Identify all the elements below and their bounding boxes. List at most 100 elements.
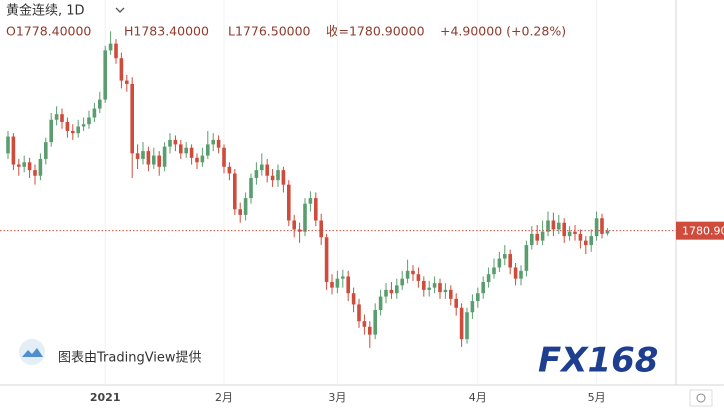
candle-body [81, 124, 86, 127]
candle-body [249, 177, 253, 199]
candle-body [492, 267, 496, 275]
candle-body [276, 170, 280, 181]
candle-body [395, 285, 399, 294]
candle-body [584, 240, 588, 246]
candle-body [384, 289, 388, 297]
candle-body [567, 231, 572, 237]
candle-body [600, 218, 604, 234]
candle-body [594, 218, 599, 237]
candle-body [114, 43, 118, 59]
candle-body [200, 155, 205, 163]
x-tick-label: 5月 [588, 391, 606, 404]
candle-body [503, 254, 507, 259]
candle-body [438, 283, 442, 293]
candle-body [125, 80, 129, 84]
x-tick-label: 2021 [90, 391, 121, 404]
candle-body [189, 147, 194, 158]
candle-body [260, 164, 264, 171]
candle-body [265, 164, 269, 176]
settings-button[interactable] [689, 389, 713, 407]
candle-body [87, 117, 91, 125]
candle-body [206, 144, 210, 156]
candle-body [157, 155, 161, 167]
candle-body [168, 139, 172, 147]
candle-body [324, 237, 329, 283]
candle-body [146, 151, 151, 165]
candle-body [422, 280, 426, 290]
candle-body [38, 158, 43, 176]
watermark: 图表由TradingView提供 [58, 350, 202, 366]
candle-body [141, 151, 145, 159]
candle-body [351, 293, 356, 305]
candle-body [443, 289, 448, 293]
candle-body [76, 126, 80, 134]
cloud-icon [19, 339, 45, 365]
x-tick-label: 3月 [328, 391, 346, 404]
candle-body [270, 175, 275, 181]
ohlc-header-item: 收=1780.90000 [326, 24, 425, 39]
candle-body [330, 282, 334, 288]
candle-body [33, 170, 37, 176]
candle-body [540, 231, 545, 241]
candle-body [103, 50, 107, 100]
ohlc-header-item: O1778.40000 [6, 24, 91, 39]
candle-body [389, 289, 394, 294]
candle-body [341, 276, 345, 279]
candle-body [297, 229, 302, 232]
candle-body [557, 222, 561, 230]
candle-body [486, 274, 491, 283]
candle-body [400, 278, 404, 286]
candle-body [308, 198, 313, 204]
candle-body [481, 282, 485, 294]
candle-body [530, 233, 534, 246]
candle-body [411, 270, 415, 275]
logo: FX168 [538, 341, 658, 381]
last-price-label: 1780.90 [682, 225, 724, 238]
candle-body [551, 220, 556, 230]
candle-body [179, 144, 183, 154]
candle-body [303, 203, 307, 232]
candle-body [222, 147, 226, 167]
candle-body [335, 278, 340, 288]
candle-body [44, 142, 48, 159]
candle-body [130, 83, 134, 154]
candle-body [238, 209, 242, 215]
ohlc-header-item: H1783.40000 [124, 24, 209, 39]
candle-body [405, 270, 410, 279]
candle-body [470, 301, 475, 313]
candle-body [233, 173, 237, 210]
candle-body [54, 114, 59, 120]
candle-body [459, 307, 464, 340]
candle-body [454, 298, 458, 308]
candle-body [497, 258, 502, 268]
ohlc-header-item: +4.90000 (+0.28%) [440, 24, 566, 39]
candle-body [65, 121, 70, 131]
candle-body [508, 254, 512, 268]
candle-body [524, 245, 529, 271]
candle-body [346, 276, 350, 294]
candle-body [319, 220, 323, 238]
candle-body [211, 139, 215, 145]
candle-body [11, 136, 16, 165]
candle-body [27, 162, 32, 171]
candle-body [314, 198, 318, 221]
candle-body [378, 296, 383, 311]
candle-body [22, 162, 26, 167]
candle-body [6, 136, 10, 154]
candle-body [184, 147, 188, 154]
candle-body [108, 43, 113, 51]
candle-body [605, 230, 610, 234]
candle-body [227, 166, 232, 174]
candle-body [357, 304, 361, 322]
candle-body [449, 289, 453, 299]
candle-body [573, 231, 577, 234]
candle-body [368, 326, 372, 335]
candle-body [195, 157, 199, 163]
candle-body [60, 114, 64, 122]
candle-body [546, 220, 550, 232]
candle-body [98, 99, 102, 109]
candle-body [432, 283, 437, 288]
candle-body [292, 220, 296, 230]
candle-body [119, 58, 124, 81]
